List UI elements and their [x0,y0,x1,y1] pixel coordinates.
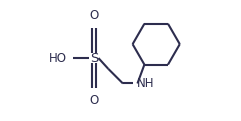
Text: S: S [90,52,98,65]
Text: HO: HO [49,52,67,65]
Text: O: O [89,9,99,22]
Text: NH: NH [137,77,154,90]
Text: O: O [89,94,99,107]
